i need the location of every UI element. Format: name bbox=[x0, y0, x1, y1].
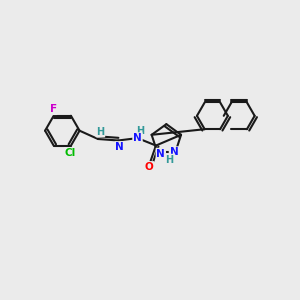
Text: H: H bbox=[165, 154, 173, 164]
Text: N: N bbox=[133, 133, 142, 143]
Text: N: N bbox=[157, 148, 165, 159]
Text: N: N bbox=[169, 147, 178, 157]
Text: N: N bbox=[115, 142, 124, 152]
Text: Cl: Cl bbox=[65, 148, 76, 158]
Text: H: H bbox=[96, 127, 104, 136]
Text: F: F bbox=[50, 104, 57, 114]
Text: H: H bbox=[136, 126, 144, 136]
Text: O: O bbox=[145, 162, 154, 172]
